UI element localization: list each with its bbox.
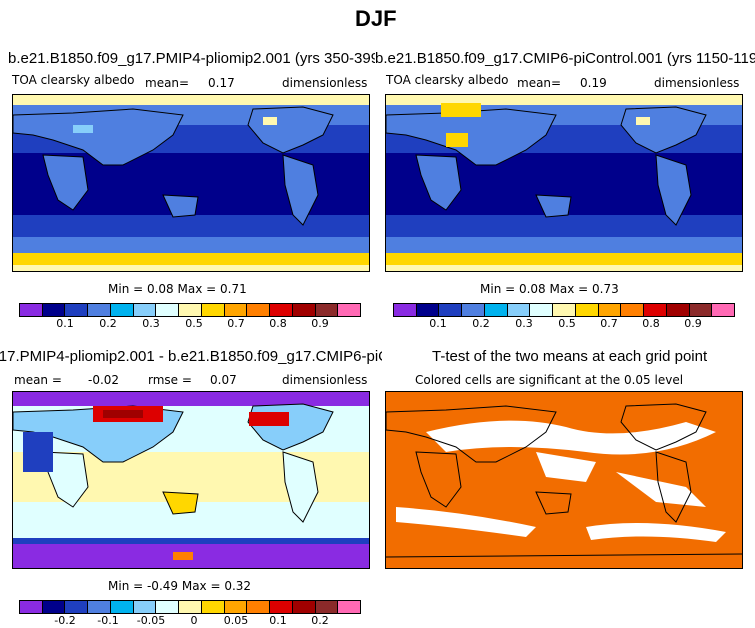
colorbar-swatch	[292, 304, 316, 316]
colorbar-swatch	[65, 304, 89, 316]
rmse-value-bottom-left: 0.07	[210, 373, 237, 387]
mean-value-top-right: 0.19	[580, 76, 607, 90]
colorbar-label: 0.8	[269, 317, 287, 330]
colorbar-label: -0.1	[97, 614, 119, 627]
colorbar-swatch	[247, 601, 271, 613]
colorbar-label: 0.1	[269, 614, 287, 627]
colorbar-swatch	[292, 601, 316, 613]
mean-label-top-left: mean=	[145, 76, 190, 90]
colorbar-swatch	[156, 601, 180, 613]
colorbar-swatch	[224, 304, 248, 316]
subtitle-bottom-right: Colored cells are significant at the 0.0…	[415, 373, 684, 387]
colorbar-swatch	[133, 304, 157, 316]
colorbar-label: 0.8	[642, 317, 660, 330]
colorbar-swatch	[598, 304, 622, 316]
minmax-top-right: Min = 0.08 Max = 0.73	[480, 282, 619, 296]
colorbar-swatch	[65, 601, 89, 613]
colorbar-swatch	[42, 601, 66, 613]
colorbar-swatch	[156, 304, 180, 316]
mean-value-top-left: 0.17	[208, 76, 235, 90]
colorbar-swatch	[270, 601, 293, 613]
colorbar-swatch	[88, 304, 111, 316]
rmse-label-bottom-left: rmse =	[148, 373, 192, 387]
panel-title-top-right: b.e21.B1850.f09_g17.CMIP6-piControl.001 …	[375, 50, 755, 67]
colorbar-swatch	[621, 304, 645, 316]
colorbar-label: 0.5	[185, 317, 203, 330]
colorbar-swatch	[20, 601, 43, 613]
colorbar-swatch	[224, 601, 248, 613]
colorbar-label: 0.2	[472, 317, 490, 330]
colorbar-label: 0.2	[311, 614, 329, 627]
colorbar-swatch	[338, 304, 361, 316]
colorbar-label: -0.05	[136, 614, 166, 627]
colorbar-label: 0.1	[56, 317, 74, 330]
colorbar-swatch	[133, 601, 157, 613]
colorbar-label: 0.2	[99, 317, 117, 330]
colorbar-swatch	[394, 304, 417, 316]
colorbar-swatch	[88, 601, 111, 613]
panel-title-top-left: b.e21.B1850.f09_g17.PMIP4-pliomip2.001 (…	[8, 50, 375, 67]
map-ttest-significance	[385, 391, 743, 569]
variable-label-top-right: TOA clearsky albedo	[386, 73, 509, 87]
units-label-top-right: dimensionless	[654, 76, 740, 90]
colorbar-label: 0.5	[558, 317, 576, 330]
mean-value-bottom-left: -0.02	[88, 373, 120, 387]
figure-title: DJF	[355, 6, 397, 31]
colorbar-swatch	[201, 601, 225, 613]
colorbar-swatch	[110, 601, 134, 613]
colorbar-swatch	[270, 304, 293, 316]
colorbar-swatch	[42, 304, 66, 316]
panel-title-text: b.e21.B1850.f09_g17.PMIP4-pliomip2.001 -…	[0, 348, 382, 365]
colorbar-swatch	[689, 304, 713, 316]
colorbar-label: 0.7	[227, 317, 245, 330]
colorbar-swatch	[507, 304, 531, 316]
colorbar-bottom-left	[19, 600, 361, 614]
colorbar-label: 0	[190, 614, 198, 627]
colorbar-label: 0.9	[684, 317, 702, 330]
colorbar-swatch	[315, 304, 339, 316]
colorbar-label: -0.2	[54, 614, 76, 627]
minmax-bottom-left: Min = -0.49 Max = 0.32	[108, 579, 252, 593]
colorbar-swatch	[315, 601, 339, 613]
colorbar-swatch	[338, 601, 361, 613]
colorbar-label: 0.9	[311, 317, 329, 330]
colorbar-swatch	[575, 304, 599, 316]
panel-title-bottom-right: T-test of the two means at each grid poi…	[432, 348, 708, 365]
colorbar-label: 0.7	[600, 317, 618, 330]
colorbar-swatch	[20, 304, 43, 316]
map-albedo-pliomip	[12, 94, 370, 272]
colorbar-label: 0.3	[515, 317, 533, 330]
units-label-bottom-left: dimensionless	[282, 373, 368, 387]
colorbar-swatch	[530, 304, 554, 316]
units-label-top-left: dimensionless	[282, 76, 368, 90]
colorbar-swatch	[644, 304, 667, 316]
colorbar-swatch	[439, 304, 463, 316]
colorbar-top-left	[19, 303, 361, 317]
colorbar-swatch	[201, 304, 225, 316]
colorbar-swatch	[553, 304, 576, 316]
colorbar-swatch	[179, 601, 202, 613]
colorbar-top-right	[393, 303, 735, 317]
colorbar-swatch	[247, 304, 271, 316]
colorbar-swatch	[712, 304, 735, 316]
mean-label-bottom-left: mean =	[14, 373, 62, 387]
map-albedo-difference	[12, 391, 370, 569]
mean-label-top-right: mean=	[517, 76, 562, 90]
colorbar-swatch	[179, 304, 202, 316]
colorbar-label: 0.3	[142, 317, 160, 330]
colorbar-swatch	[462, 304, 485, 316]
colorbar-label: 0.05	[223, 614, 249, 627]
minmax-top-left: Min = 0.08 Max = 0.71	[108, 282, 247, 296]
map-albedo-picontrol	[385, 94, 743, 272]
colorbar-label: 0.1	[429, 317, 447, 330]
colorbar-swatch	[484, 304, 508, 316]
colorbar-swatch	[110, 304, 134, 316]
panel-title-bottom-left: b.e21.B1850.f09_g17.PMIP4-pliomip2.001 -…	[0, 348, 382, 365]
colorbar-swatch	[666, 304, 690, 316]
colorbar-swatch	[416, 304, 440, 316]
variable-label-top-left: TOA clearsky albedo	[12, 73, 135, 87]
